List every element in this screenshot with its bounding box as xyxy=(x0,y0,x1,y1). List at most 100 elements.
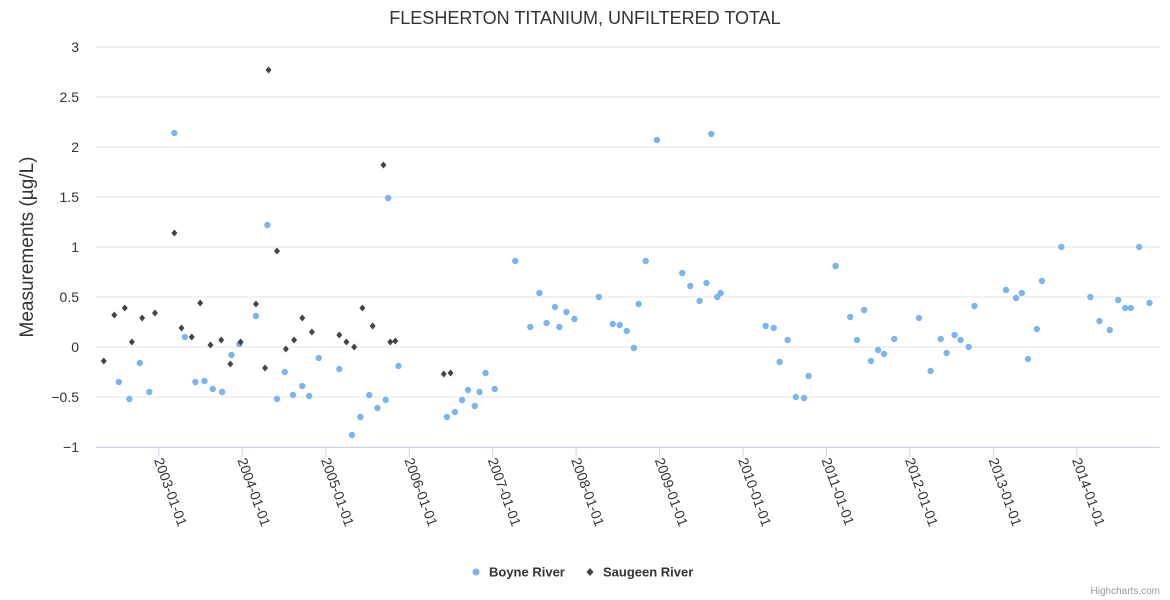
data-point[interactable] xyxy=(139,314,146,322)
data-point[interactable] xyxy=(623,327,630,335)
legend-item-saugeen-river[interactable]: Saugeen River xyxy=(586,565,694,580)
data-point[interactable] xyxy=(792,393,800,401)
data-point[interactable] xyxy=(1106,326,1113,334)
data-point[interactable] xyxy=(776,358,783,366)
data-point[interactable] xyxy=(146,388,153,396)
data-point[interactable] xyxy=(609,320,617,328)
data-point[interactable] xyxy=(563,308,570,316)
data-point[interactable] xyxy=(451,408,459,416)
data-point[interactable] xyxy=(630,344,638,352)
data-point[interactable] xyxy=(512,257,519,265)
data-point[interactable] xyxy=(551,303,559,311)
data-point[interactable] xyxy=(218,388,226,396)
data-point[interactable] xyxy=(299,382,306,390)
data-point[interactable] xyxy=(252,300,259,308)
data-point[interactable] xyxy=(348,431,356,439)
data-point[interactable] xyxy=(291,336,298,344)
data-point[interactable] xyxy=(971,302,978,310)
data-point[interactable] xyxy=(273,395,281,403)
data-point[interactable] xyxy=(308,328,315,336)
data-point[interactable] xyxy=(262,364,269,372)
data-point[interactable] xyxy=(1058,243,1065,251)
data-point[interactable] xyxy=(443,413,451,421)
data-point[interactable] xyxy=(943,349,950,357)
data-point[interactable] xyxy=(491,385,498,393)
data-point[interactable] xyxy=(343,338,350,346)
data-point[interactable] xyxy=(299,314,306,322)
data-point[interactable] xyxy=(471,402,479,410)
data-point[interactable] xyxy=(1087,293,1094,301)
data-point[interactable] xyxy=(1122,304,1129,312)
data-point[interactable] xyxy=(369,322,376,330)
data-point[interactable] xyxy=(853,336,861,344)
data-point[interactable] xyxy=(527,323,534,331)
data-point[interactable] xyxy=(642,257,649,265)
data-point[interactable] xyxy=(1146,299,1153,307)
data-point[interactable] xyxy=(115,378,123,386)
data-point[interactable] xyxy=(1018,289,1025,297)
data-point[interactable] xyxy=(867,357,875,365)
data-point[interactable] xyxy=(1136,243,1143,251)
data-point[interactable] xyxy=(100,357,107,365)
data-point[interactable] xyxy=(464,386,472,394)
data-point[interactable] xyxy=(264,221,271,229)
data-point[interactable] xyxy=(351,343,358,351)
data-point[interactable] xyxy=(252,312,260,320)
data-point[interactable] xyxy=(1024,355,1032,363)
data-point[interactable] xyxy=(927,367,934,375)
data-point[interactable] xyxy=(635,300,642,308)
data-point[interactable] xyxy=(273,247,280,255)
data-point[interactable] xyxy=(178,324,185,332)
data-point[interactable] xyxy=(111,311,118,319)
data-point[interactable] xyxy=(832,262,839,270)
data-point[interactable] xyxy=(237,338,244,346)
data-point[interactable] xyxy=(965,343,972,351)
data-point[interactable] xyxy=(209,385,216,393)
data-point[interactable] xyxy=(476,388,483,396)
data-point[interactable] xyxy=(315,354,322,362)
data-point[interactable] xyxy=(281,368,288,376)
data-point[interactable] xyxy=(305,392,313,400)
data-point[interactable] xyxy=(227,360,234,368)
data-point[interactable] xyxy=(696,297,703,305)
data-point[interactable] xyxy=(1127,304,1134,312)
data-point[interactable] xyxy=(336,331,343,339)
data-point[interactable] xyxy=(784,336,791,344)
data-point[interactable] xyxy=(957,336,964,344)
data-point[interactable] xyxy=(482,369,489,377)
data-point[interactable] xyxy=(458,396,466,404)
data-point[interactable] xyxy=(207,341,214,349)
data-point[interactable] xyxy=(392,337,399,345)
data-point[interactable] xyxy=(126,395,133,403)
data-point[interactable] xyxy=(703,279,710,287)
data-point[interactable] xyxy=(366,391,373,399)
data-point[interactable] xyxy=(282,345,289,353)
data-point[interactable] xyxy=(571,315,578,323)
data-point[interactable] xyxy=(387,338,394,346)
data-point[interactable] xyxy=(188,333,195,341)
data-point[interactable] xyxy=(128,338,135,346)
data-point[interactable] xyxy=(181,333,189,341)
data-point[interactable] xyxy=(228,351,235,359)
data-point[interactable] xyxy=(800,394,808,402)
data-point[interactable] xyxy=(395,362,402,370)
data-point[interactable] xyxy=(218,336,225,344)
data-point[interactable] xyxy=(1002,286,1010,294)
data-point[interactable] xyxy=(687,282,694,290)
data-point[interactable] xyxy=(860,306,868,314)
data-point[interactable] xyxy=(937,335,944,343)
data-point[interactable] xyxy=(874,346,882,354)
data-point[interactable] xyxy=(1033,325,1041,333)
data-point[interactable] xyxy=(382,396,389,404)
data-point[interactable] xyxy=(289,391,297,399)
data-point[interactable] xyxy=(770,324,777,332)
data-point[interactable] xyxy=(1038,277,1046,285)
data-point[interactable] xyxy=(357,413,364,421)
data-point[interactable] xyxy=(679,269,686,277)
data-point[interactable] xyxy=(543,319,550,327)
data-point[interactable] xyxy=(171,229,178,237)
data-point[interactable] xyxy=(151,309,158,317)
data-point[interactable] xyxy=(717,289,724,297)
data-point[interactable] xyxy=(359,304,366,312)
data-point[interactable] xyxy=(447,369,454,377)
